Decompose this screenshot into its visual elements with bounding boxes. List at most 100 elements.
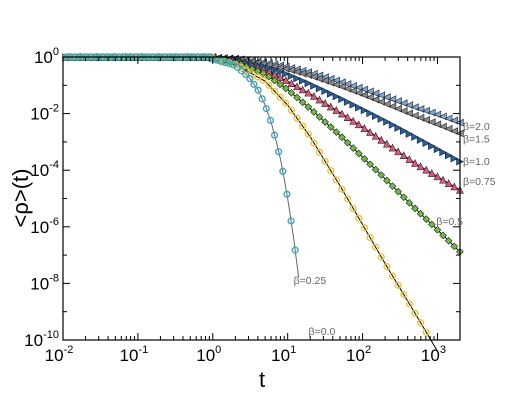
data-point [411,133,420,141]
tick-labels: 10-2 10-1 100 101 102 103 100 10-2 10-4 10-6 10-8 1… [24,46,446,365]
data-point [309,72,318,81]
series-label: β=0.25 [294,275,327,287]
data-point [416,209,425,218]
data-point [433,172,442,181]
data-point [355,103,363,112]
data-point [304,71,312,79]
x-axis-title: t [259,367,265,392]
data-point [321,157,329,165]
data-point [377,171,386,179]
y-tick-label: 10-8 [30,272,59,293]
data-point [321,118,329,126]
data-point [371,95,380,104]
data-point [343,84,352,93]
data-point [394,97,402,106]
data-point [293,114,301,122]
data-point [304,130,312,138]
data-point [327,167,335,175]
data-point [326,123,335,131]
data-point [266,116,275,124]
data-point [337,82,346,91]
data-point [287,217,295,225]
data-point [422,165,431,174]
data-point [439,112,447,121]
data-point [310,108,318,116]
data-point [394,147,403,156]
data-point [388,95,397,104]
data-point [382,93,391,102]
data-point [388,121,397,129]
data-point [349,116,358,125]
data-point [399,193,408,202]
data-point [450,116,459,125]
data-point [304,79,313,88]
data-point [383,139,391,148]
data-point [416,105,425,113]
data-point [248,65,256,73]
data-point [433,120,442,129]
data-point [276,63,284,72]
data-point [315,113,324,121]
data-point [246,75,254,83]
x-tick-label: 102 [346,344,371,365]
data-point [399,107,408,115]
data-point [377,253,385,261]
data-point [349,81,357,90]
data-point [394,187,402,196]
data-point [304,103,313,111]
data-point [422,116,430,124]
data-point [388,272,397,280]
data-point [298,77,307,85]
fit-curve [212,58,438,352]
data-point [366,127,374,136]
data-point [258,95,266,103]
data-point [343,138,352,147]
data-point [298,98,307,107]
data-point [270,131,279,139]
data-point [298,69,307,78]
data-point [349,86,357,95]
data-point [259,76,267,84]
data-point [439,231,447,240]
data-point [366,160,374,169]
data-point [405,300,413,308]
data-point [422,328,430,336]
data-point [270,87,279,95]
x-tick-label: 10-1 [120,344,149,365]
data-point [354,120,363,129]
data-point [360,224,369,232]
data-point [405,109,414,118]
data-point [427,118,436,126]
series-label: β=1.5 [463,134,490,146]
data-point [366,233,374,242]
data-point [217,57,225,65]
data-point [444,114,453,123]
data-point [388,182,397,190]
data-point [400,290,408,299]
data-point [439,175,447,184]
data-point [332,80,341,89]
data-point [360,155,369,163]
data-point [372,243,380,251]
data-point [287,79,296,87]
data-point [433,145,442,154]
data-point [283,190,291,198]
data-point [332,106,341,114]
data-point [225,60,233,68]
data-point [410,111,419,120]
data-point [265,72,273,81]
data-point [265,81,273,89]
data-point [279,167,287,175]
data-point [299,122,307,130]
data-point [416,113,425,122]
data-point [427,108,436,117]
data-point [270,76,279,85]
data-point [291,246,299,254]
y-axis-title: <ρ>(t) [8,169,33,228]
y-tick-label: 100 [34,46,59,67]
x-tick-label: 10-2 [45,344,74,365]
data-point [327,89,335,98]
data-point [238,67,246,75]
x-tick-label: 103 [421,344,446,365]
data-point [360,124,369,132]
